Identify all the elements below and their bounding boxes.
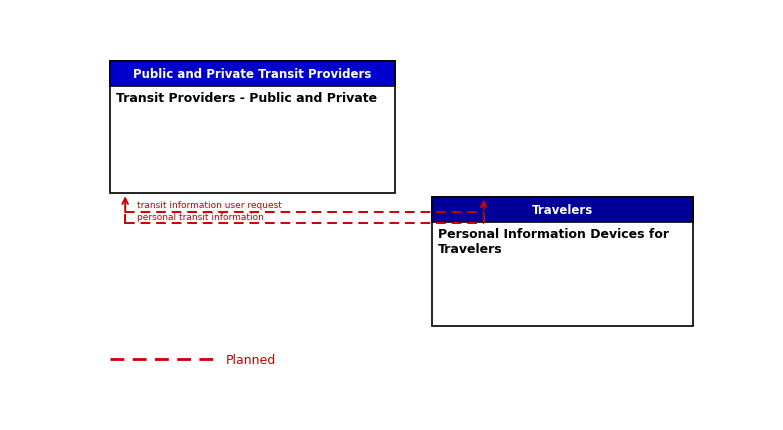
Text: Personal Information Devices for
Travelers: Personal Information Devices for Travele… — [438, 227, 669, 255]
Text: Planned: Planned — [226, 353, 276, 366]
Text: personal transit information: personal transit information — [137, 213, 264, 222]
Text: Public and Private Transit Providers: Public and Private Transit Providers — [133, 68, 372, 80]
Bar — [110, 61, 395, 86]
Text: Travelers: Travelers — [532, 203, 593, 216]
Bar — [431, 197, 693, 326]
Text: transit information user request: transit information user request — [137, 200, 282, 209]
Text: Transit Providers - Public and Private: Transit Providers - Public and Private — [116, 91, 377, 104]
Bar — [431, 197, 693, 222]
Bar — [110, 61, 395, 194]
